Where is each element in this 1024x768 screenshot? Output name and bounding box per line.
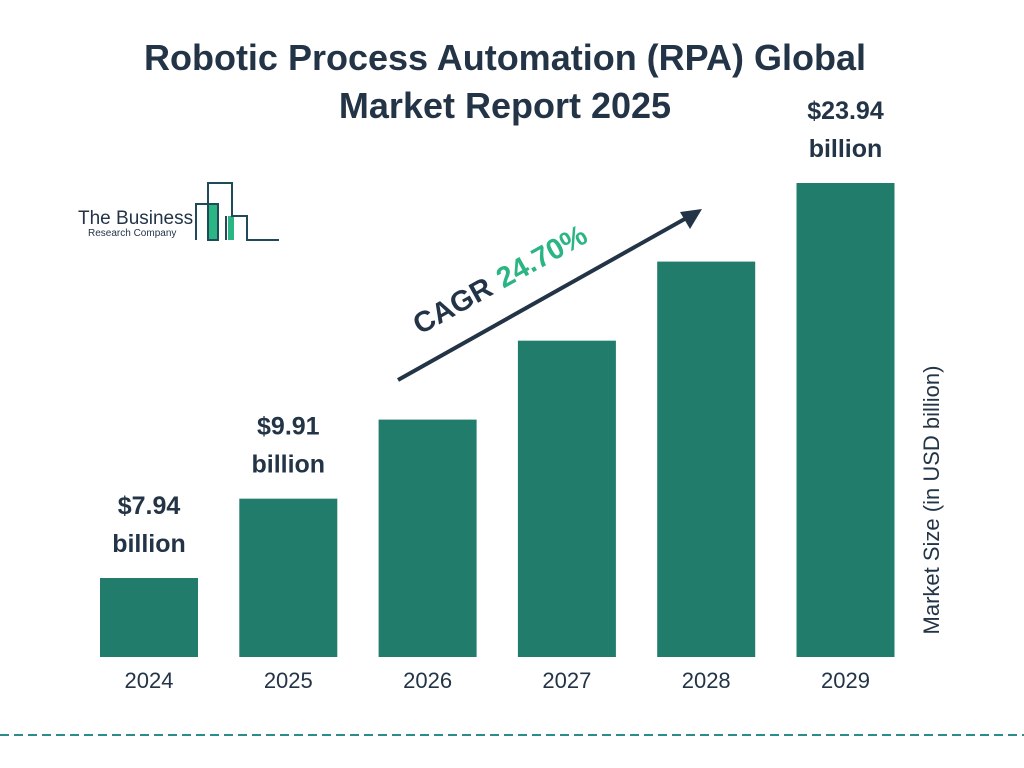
logo-line-2: Research Company <box>88 228 176 239</box>
logo-accent-bar-2 <box>228 216 234 240</box>
bar-2029 <box>796 183 895 657</box>
title-line-1: Robotic Process Automation (RPA) Global <box>143 37 867 78</box>
x-tick-label-2025: 2025 <box>264 668 313 693</box>
logo-building-outline <box>195 182 279 241</box>
x-tick-label-2028: 2028 <box>682 668 731 693</box>
bar-2024 <box>100 578 198 657</box>
title-line-2: Market Report 2025 <box>338 85 672 126</box>
data-label-unit-2029: billion <box>809 135 883 163</box>
bar-2028 <box>657 261 756 657</box>
x-tick-label-2029: 2029 <box>821 668 870 693</box>
data-label-unit-2025: billion <box>251 451 325 479</box>
logo-accent-bar-1 <box>208 204 217 240</box>
x-tick-label-2026: 2026 <box>403 668 452 693</box>
data-label-value-2025: $9.91 <box>257 413 320 441</box>
cagr-arrow-line <box>397 214 691 382</box>
logo-line-1: The Business <box>78 208 193 229</box>
cagr-arrow-head <box>680 209 702 229</box>
bar-2025 <box>239 498 338 657</box>
x-tick-label-2024: 2024 <box>125 668 174 693</box>
y-axis-label: Market Size (in USD billion) <box>919 365 944 635</box>
logo: The Business Research Company <box>78 182 279 241</box>
x-tick-label-2027: 2027 <box>542 668 591 693</box>
data-label-unit-2024: billion <box>112 530 186 558</box>
data-label-value-2024: $7.94 <box>118 492 181 520</box>
bar-2026 <box>378 419 477 657</box>
bar-2027 <box>517 340 616 657</box>
data-label-value-2029: $23.94 <box>807 97 884 125</box>
cagr-value: 24.70% <box>491 219 593 295</box>
chart-title: Robotic Process Automation (RPA) Global … <box>0 34 1010 130</box>
